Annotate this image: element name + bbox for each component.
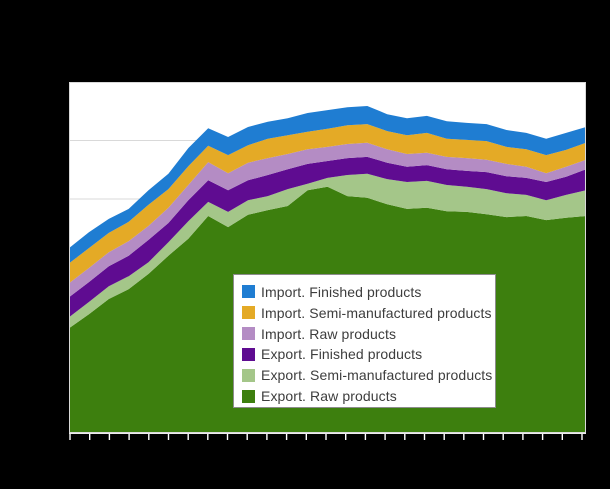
legend-item-label: Import. Finished products bbox=[261, 283, 422, 300]
area-export-semi-manufactured-products bbox=[69, 173, 586, 329]
legend-swatch-icon bbox=[242, 347, 255, 361]
legend-item-label: Export. Raw products bbox=[261, 388, 397, 405]
area-import-semi-manufactured-products bbox=[69, 124, 586, 284]
legend-item: Import. Raw products bbox=[242, 324, 495, 344]
area-export-finished-products bbox=[69, 156, 586, 318]
legend-item: Import. Finished products bbox=[242, 282, 495, 302]
legend-item-label: Export. Semi-manufactured products bbox=[261, 367, 493, 384]
legend-item-label: Import. Semi-manufactured products bbox=[261, 304, 492, 321]
legend-item: Export. Semi-manufactured products bbox=[242, 365, 495, 385]
legend-item-label: Export. Finished products bbox=[261, 346, 423, 363]
plot-border bbox=[69, 82, 586, 433]
legend-item: Export. Finished products bbox=[242, 344, 495, 364]
area-import-raw-products bbox=[69, 142, 586, 298]
legend-item-label: Import. Raw products bbox=[261, 325, 397, 342]
legend-swatch-icon bbox=[242, 306, 255, 320]
legend-swatch-icon bbox=[242, 327, 255, 341]
legend-swatch-icon bbox=[242, 389, 255, 403]
legend-item: Import. Semi-manufactured products bbox=[242, 303, 495, 323]
legend-swatch-icon bbox=[242, 368, 255, 382]
legend-item: Export. Raw products bbox=[242, 386, 495, 406]
area-import-finished-products bbox=[69, 106, 586, 264]
legend-swatch-icon bbox=[242, 285, 255, 299]
legend: Import. Finished products Import. Semi-ma… bbox=[233, 274, 496, 408]
